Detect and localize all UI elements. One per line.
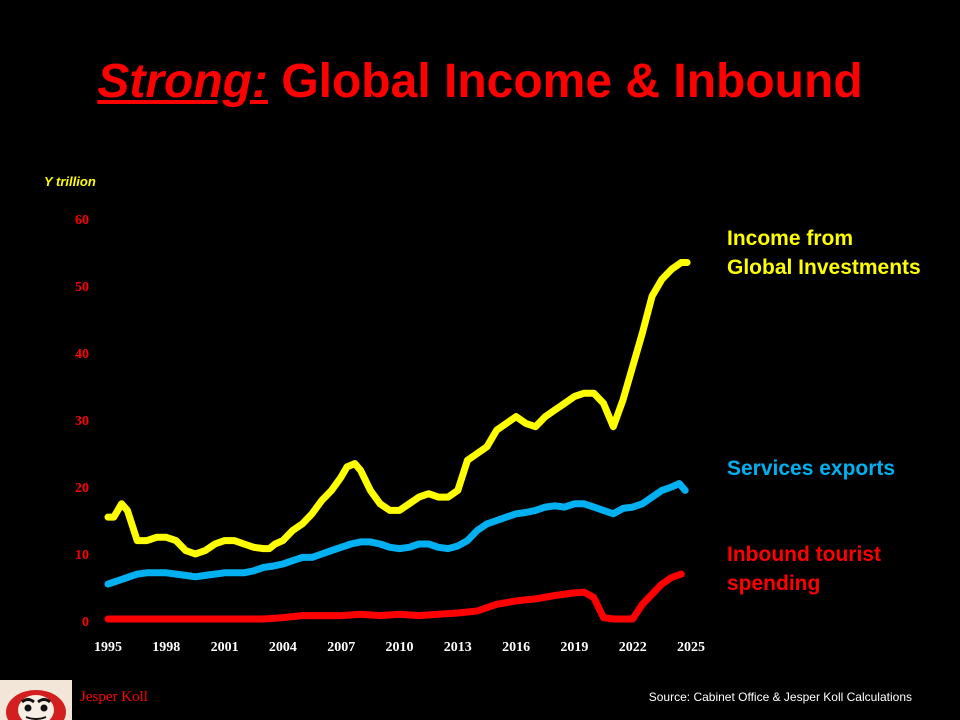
y-axis-ticks: 0 10 20 30 40 50 60 [75,213,89,630]
page-title: Strong: Global Income & Inbound [0,52,960,112]
x-tick-label: 2022 [619,640,647,655]
series-label-tourist: Inbound tourist spending [727,540,881,598]
x-tick-label: 2019 [560,640,588,655]
y-tick-label: 40 [75,347,89,362]
series-line-services [104,480,689,588]
x-tick-label: 2007 [327,640,355,655]
y-tick-label: 0 [82,615,89,630]
y-tick-label: 30 [75,414,89,429]
series-label-income: Income from Global Investments [727,224,921,282]
y-tick-label: 20 [75,481,89,496]
line-chart: 0 10 20 30 40 50 60 1995 1998 2001 2004 2007 2010 20… [75,213,705,655]
y-tick-label: 10 [75,548,89,563]
x-tick-label: 1995 [94,640,122,655]
series-label-line: Services exports [727,457,896,480]
series-label-line: spending [727,572,821,595]
x-tick-label: 2016 [502,640,530,655]
x-tick-label: 2001 [211,640,239,655]
y-tick-label: 50 [75,280,89,295]
title-main: Global Income & Inbound [281,55,863,108]
series-label-line: Income from [727,227,854,250]
y-axis-unit-label: Y trillion [44,174,96,189]
x-tick-label: 2004 [269,640,297,655]
series-label-services: Services exports [727,454,895,483]
series-line-income [104,259,691,558]
x-tick-label: 2025 [677,640,705,655]
series-lines [104,259,691,623]
x-axis-ticks: 1995 1998 2001 2004 2007 2010 2013 2016 2019 2022… [94,640,705,655]
series-label-line: Inbound tourist [727,543,881,566]
x-tick-label: 2010 [386,640,414,655]
source-note: Source: Cabinet Office & Jesper Koll Cal… [648,690,912,704]
x-tick-label: 2013 [444,640,472,655]
x-tick-label: 1998 [152,640,180,655]
series-line-tourist [104,570,685,623]
author-name: Jesper Koll [80,689,148,705]
daruma-logo-icon [0,680,72,720]
series-label-line: Global Investments [727,256,921,279]
title-emphasis: Strong: [97,55,268,108]
y-tick-label: 60 [75,213,89,228]
